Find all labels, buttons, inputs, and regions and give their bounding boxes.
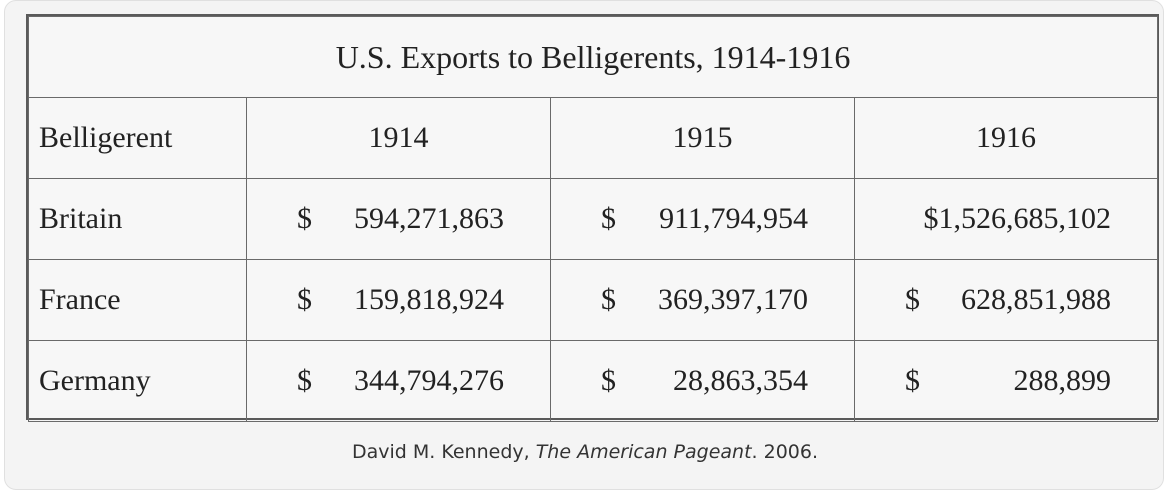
- value-cell: $159,818,924: [246, 259, 551, 341]
- amount: 628,851,988: [961, 283, 1111, 316]
- table-row-britain: Britain $594,271,863 $911,794,954 $1,526…: [28, 178, 1158, 260]
- row-label: Germany: [28, 340, 247, 422]
- header-belligerent: Belligerent: [28, 97, 247, 179]
- row-label: France: [28, 259, 247, 341]
- caption-work-title: The American Pageant: [535, 441, 752, 463]
- value-cell: $288,899: [854, 340, 1158, 422]
- header-year-1915: 1915: [550, 97, 855, 179]
- dollar-sign: $: [601, 202, 616, 235]
- amount: 288,899: [1013, 364, 1112, 397]
- table-row-germany: Germany $344,794,276 $28,863,354 $288,89…: [28, 340, 1158, 422]
- value-cell: $28,863,354: [550, 340, 855, 422]
- dollar-sign: $: [905, 364, 920, 397]
- row-label: Britain: [28, 178, 247, 260]
- dollar-sign: $: [601, 283, 616, 316]
- value-cell: $369,397,170: [550, 259, 855, 341]
- figure-card: U.S. Exports to Belligerents, 1914-1916 …: [4, 0, 1164, 490]
- table-row-france: France $159,818,924 $369,397,170 $628,85…: [28, 259, 1158, 341]
- amount: 369,397,170: [658, 283, 808, 316]
- amount: 344,794,276: [354, 364, 504, 397]
- dollar-sign: $: [297, 202, 312, 235]
- dollar-sign: $: [905, 283, 920, 316]
- amount: 159,818,924: [354, 283, 504, 316]
- value-cell: $594,271,863: [246, 178, 551, 260]
- dollar-sign: $: [297, 364, 312, 397]
- value-cell: $628,851,988: [854, 259, 1158, 341]
- dollar-sign: $: [601, 364, 616, 397]
- exports-table-container: U.S. Exports to Belligerents, 1914-1916 …: [26, 14, 1159, 422]
- header-year-1914: 1914: [246, 97, 551, 179]
- amount: 594,271,863: [354, 202, 504, 235]
- caption-author: David M. Kennedy,: [351, 441, 536, 463]
- amount: 28,863,354: [673, 364, 808, 397]
- source-caption: David M. Kennedy, The American Pageant. …: [0, 441, 1170, 463]
- header-year-1916: 1916: [854, 97, 1158, 179]
- exports-table: U.S. Exports to Belligerents, 1914-1916 …: [28, 16, 1158, 422]
- value-cell: $1,526,685,102: [854, 178, 1158, 260]
- dollar-sign: $: [297, 283, 312, 316]
- table-header-row: Belligerent 1914 1915 1916: [28, 97, 1158, 179]
- amount: $1,526,685,102: [923, 202, 1112, 235]
- caption-year: . 2006.: [751, 441, 819, 463]
- table-title-row: U.S. Exports to Belligerents, 1914-1916: [28, 16, 1158, 98]
- value-cell: $911,794,954: [550, 178, 855, 260]
- value-cell: $344,794,276: [246, 340, 551, 422]
- table-title: U.S. Exports to Belligerents, 1914-1916: [28, 16, 1158, 98]
- amount: 911,794,954: [659, 202, 808, 235]
